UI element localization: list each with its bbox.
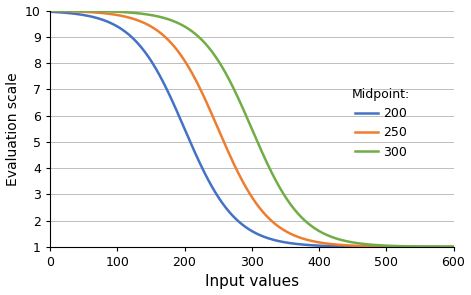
Y-axis label: Evaluation scale: Evaluation scale bbox=[6, 72, 20, 186]
300 bbox=[365, 242, 371, 246]
Line: 250: 250 bbox=[50, 11, 454, 247]
250 bbox=[365, 245, 371, 248]
300 bbox=[47, 9, 53, 12]
300 bbox=[244, 114, 249, 118]
250 bbox=[439, 245, 445, 249]
250 bbox=[68, 9, 73, 13]
200 bbox=[47, 10, 53, 14]
300 bbox=[439, 245, 445, 248]
Line: 200: 200 bbox=[50, 12, 454, 247]
300 bbox=[233, 91, 238, 94]
250 bbox=[47, 9, 53, 13]
200 bbox=[233, 217, 238, 220]
200 bbox=[244, 226, 249, 229]
200 bbox=[451, 245, 456, 249]
300 bbox=[451, 245, 456, 249]
250 bbox=[439, 245, 445, 249]
200 bbox=[68, 12, 73, 15]
300 bbox=[439, 245, 445, 248]
Legend: 200, 250, 300: 200, 250, 300 bbox=[347, 83, 415, 164]
250 bbox=[233, 165, 238, 169]
200 bbox=[365, 245, 371, 248]
X-axis label: Input values: Input values bbox=[205, 274, 299, 289]
Line: 300: 300 bbox=[50, 11, 454, 247]
200 bbox=[439, 245, 445, 249]
250 bbox=[451, 245, 456, 249]
250 bbox=[244, 186, 249, 190]
200 bbox=[439, 245, 445, 249]
300 bbox=[68, 9, 73, 12]
